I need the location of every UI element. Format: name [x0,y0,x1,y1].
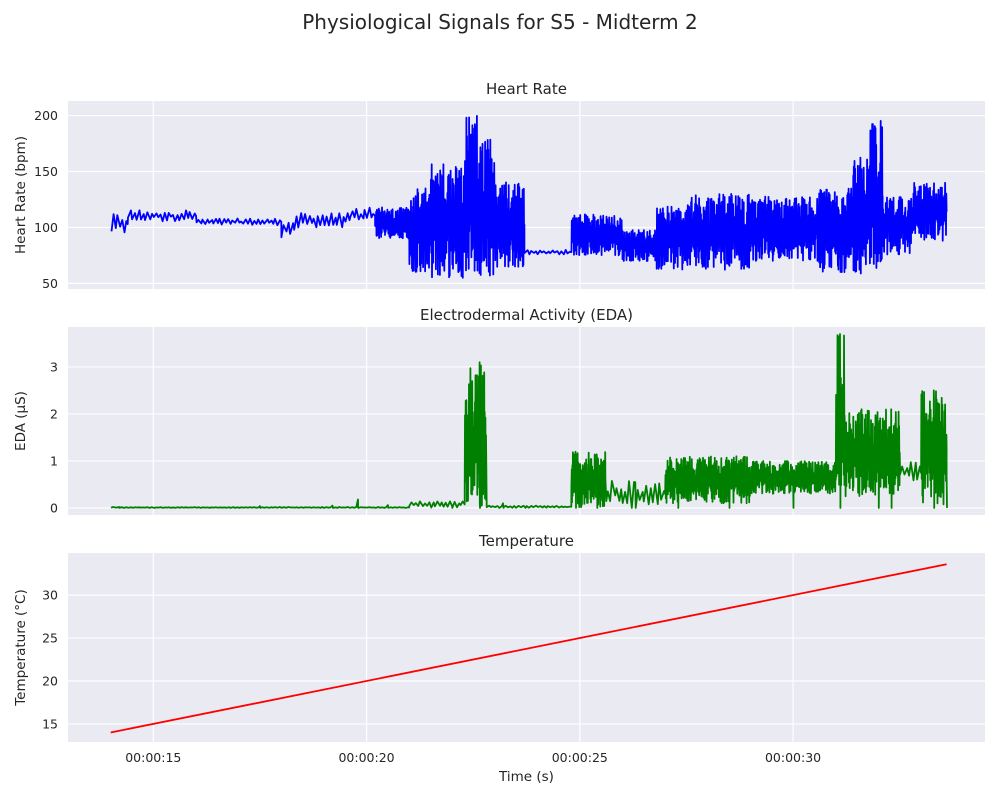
y-tick-label: 2 [50,406,58,421]
y-tick-label: 150 [34,164,58,179]
subplot-title: Temperature [478,532,574,550]
y-tick-label: 3 [50,359,58,374]
x-tick-label: 00:00:25 [552,750,608,765]
x-tick-label: 00:00:20 [338,750,394,765]
y-axis-label: Temperature (°C) [13,589,29,707]
x-tick-label: 00:00:30 [765,750,821,765]
y-axis-label: Heart Rate (bpm) [13,136,29,254]
plot-area [68,327,985,515]
subplot-title: Heart Rate [486,80,567,98]
y-tick-label: 50 [42,276,58,291]
subplot-title: Electrodermal Activity (EDA) [420,306,633,324]
y-tick-label: 25 [42,631,58,646]
y-tick-label: 100 [34,220,58,235]
y-tick-label: 0 [50,500,58,515]
y-tick-label: 15 [42,716,58,731]
figure-title: Physiological Signals for S5 - Midterm 2 [302,10,698,34]
y-tick-label: 200 [34,108,58,123]
x-axis-label: Time (s) [498,769,554,785]
y-tick-label: 1 [50,453,58,468]
y-tick-label: 20 [42,674,58,689]
subplot-3: 15 20 25 30 Temperature Temperature (°C) 00:00… [13,532,985,785]
y-axis-label: EDA (µS) [13,391,29,451]
x-tick-label: 00:00:15 [125,750,181,765]
y-tick-label: 30 [42,588,58,603]
subplot-2: 0 1 2 3 Electrodermal Activity (EDA) EDA (µS) [13,306,985,515]
series-line [110,333,948,509]
subplot-1: 50 100 150 200 Heart Rate Heart Rate (bpm) [13,80,985,291]
series-line [110,563,947,734]
series-line [110,115,948,279]
